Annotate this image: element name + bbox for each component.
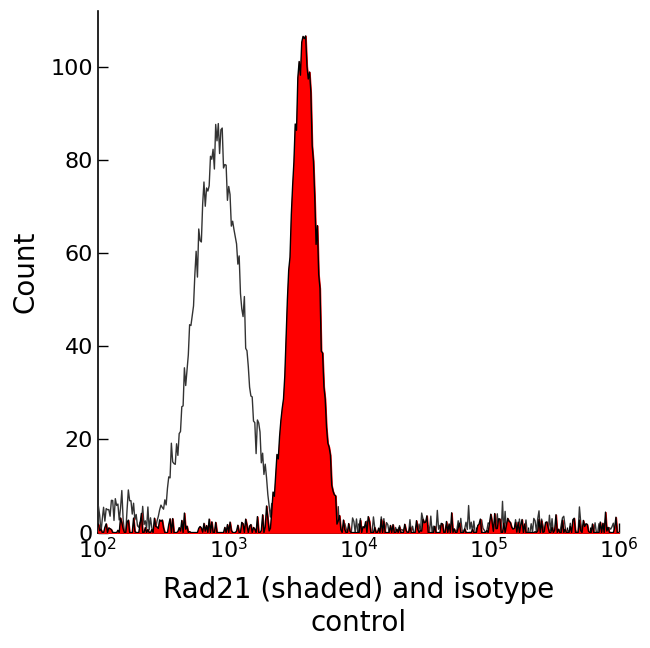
Y-axis label: Count: Count (11, 231, 39, 313)
X-axis label: Rad21 (shaded) and isotype
control: Rad21 (shaded) and isotype control (162, 577, 554, 637)
